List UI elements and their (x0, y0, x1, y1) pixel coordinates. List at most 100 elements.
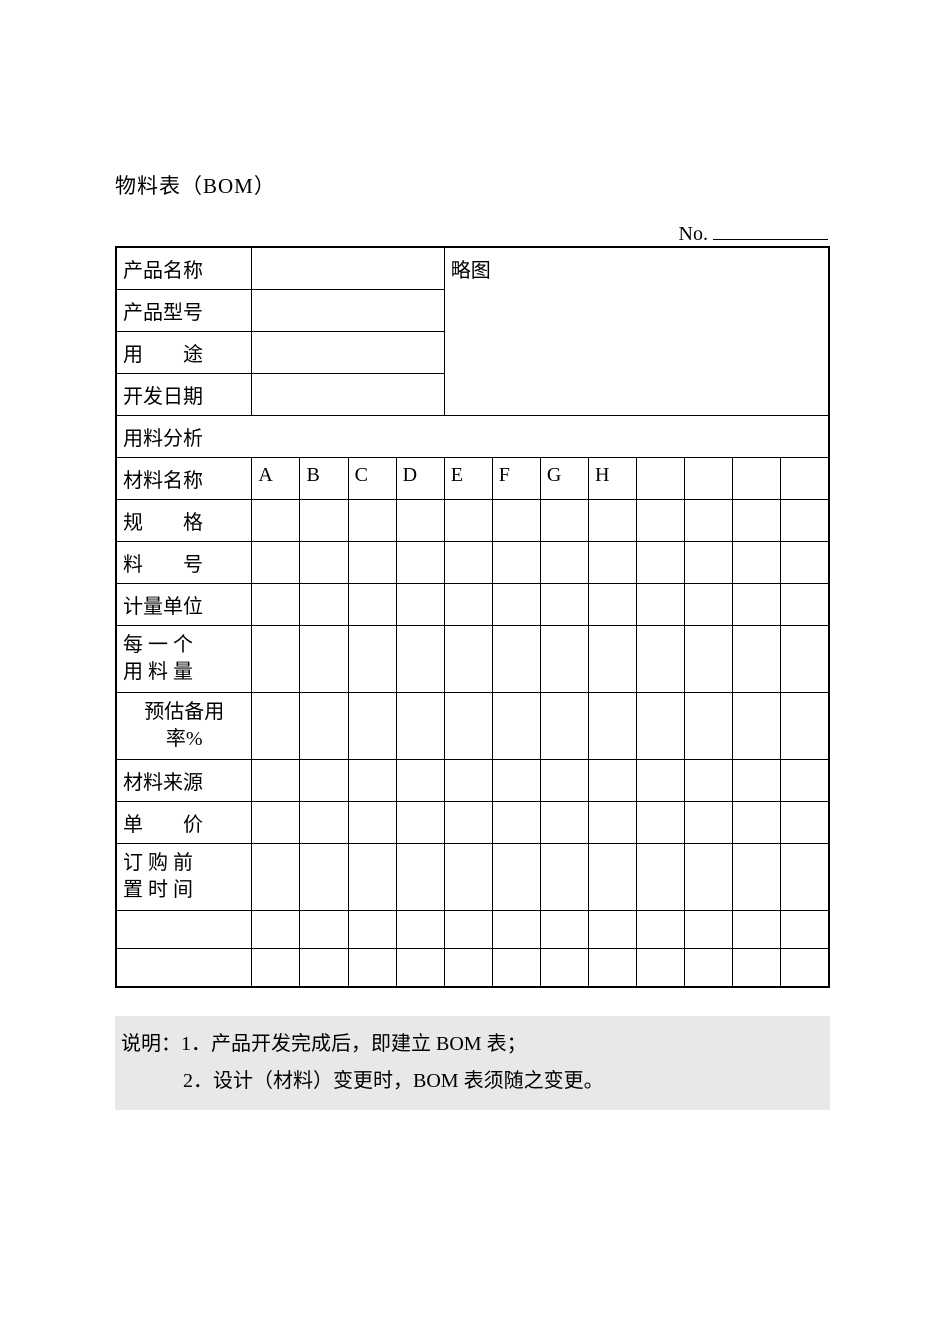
table-cell (348, 500, 396, 542)
table-cell (444, 626, 492, 693)
no-value (713, 218, 828, 240)
table-cell (492, 802, 540, 844)
reserve-rate-l1: 预估备用 (144, 701, 224, 723)
table-cell (300, 844, 348, 911)
table-cell (348, 584, 396, 626)
usage-value (252, 332, 444, 374)
table-cell (348, 626, 396, 693)
table-cell (540, 693, 588, 760)
table-cell (492, 911, 540, 949)
table-cell (685, 626, 733, 693)
table-cell (492, 693, 540, 760)
table-cell (396, 584, 444, 626)
no-field: No. (115, 218, 830, 246)
per-unit-qty-l1: 每 一 个 (123, 634, 193, 656)
table-cell (685, 693, 733, 760)
table-cell (588, 802, 636, 844)
table-cell (588, 693, 636, 760)
table-cell (116, 949, 252, 987)
col-b: B (300, 458, 348, 500)
table-cell (733, 911, 781, 949)
table-cell (733, 949, 781, 987)
table-cell (252, 911, 300, 949)
table-cell (781, 542, 829, 584)
table-cell (492, 542, 540, 584)
table-cell (252, 500, 300, 542)
sketch-cell: 略图 (444, 247, 829, 416)
table-cell (300, 911, 348, 949)
table-cell (396, 911, 444, 949)
table-cell (348, 693, 396, 760)
table-cell (781, 844, 829, 911)
table-cell (396, 802, 444, 844)
table-cell (492, 500, 540, 542)
table-cell (637, 802, 685, 844)
table-cell (637, 500, 685, 542)
table-cell (588, 584, 636, 626)
table-cell (781, 693, 829, 760)
product-model-label: 产品型号 (116, 290, 252, 332)
table-cell (396, 693, 444, 760)
table-cell (540, 802, 588, 844)
usage-label: 用 途 (116, 332, 252, 374)
col-g: G (540, 458, 588, 500)
table-cell (733, 584, 781, 626)
table-cell (252, 626, 300, 693)
table-cell (685, 949, 733, 987)
table-cell (733, 693, 781, 760)
note-2: 2．设计（材料）变更时，BOM 表须随之变更。 (121, 1063, 824, 1100)
table-cell (492, 626, 540, 693)
analysis-label: 用料分析 (116, 416, 829, 458)
table-cell (300, 760, 348, 802)
table-cell (348, 844, 396, 911)
table-cell (540, 500, 588, 542)
table-cell (781, 584, 829, 626)
table-cell (396, 949, 444, 987)
table-cell (781, 500, 829, 542)
table-cell (396, 626, 444, 693)
table-cell (781, 626, 829, 693)
table-cell (444, 802, 492, 844)
bom-table: 产品名称 略图 产品型号 用 途 开发日期 用料分析 材料名称 A B C (115, 246, 830, 988)
table-cell (540, 949, 588, 987)
col-12 (781, 458, 829, 500)
table-cell (252, 542, 300, 584)
table-cell (444, 949, 492, 987)
table-cell (685, 911, 733, 949)
table-cell (348, 911, 396, 949)
row-price: 单 价 (116, 802, 252, 844)
col-d: D (396, 458, 444, 500)
table-cell (252, 760, 300, 802)
table-cell (252, 802, 300, 844)
table-cell (300, 802, 348, 844)
notes-block: 说明：1．产品开发完成后，即建立 BOM 表； 2．设计（材料）变更时，BOM … (115, 1016, 830, 1110)
table-cell (685, 802, 733, 844)
row-per-unit-qty: 每 一 个 用 料 量 (116, 626, 252, 693)
table-cell (444, 760, 492, 802)
table-cell (781, 760, 829, 802)
table-cell (588, 542, 636, 584)
table-cell (588, 500, 636, 542)
table-cell (492, 760, 540, 802)
table-cell (540, 844, 588, 911)
table-cell (685, 500, 733, 542)
table-cell (396, 760, 444, 802)
table-cell (733, 542, 781, 584)
table-cell (300, 693, 348, 760)
table-cell (252, 949, 300, 987)
table-cell (733, 626, 781, 693)
table-cell (492, 949, 540, 987)
row-spec: 规 格 (116, 500, 252, 542)
table-cell (637, 693, 685, 760)
table-cell (396, 542, 444, 584)
product-name-value (252, 247, 444, 290)
table-cell (781, 911, 829, 949)
table-cell (444, 584, 492, 626)
table-cell (300, 949, 348, 987)
table-cell (781, 949, 829, 987)
table-cell (396, 844, 444, 911)
table-cell (733, 500, 781, 542)
col-11 (733, 458, 781, 500)
table-cell (733, 802, 781, 844)
table-cell (300, 500, 348, 542)
